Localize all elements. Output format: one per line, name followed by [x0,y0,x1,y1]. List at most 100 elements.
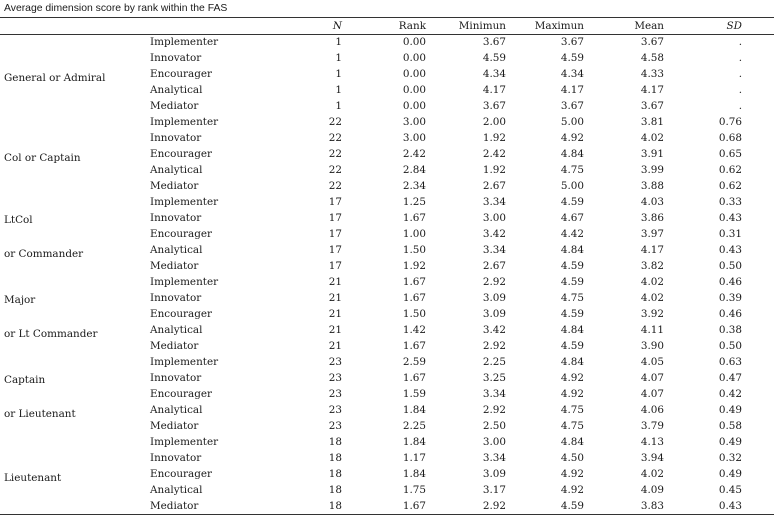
mean-cell: 3.67 [640,100,664,112]
sd-cell: 0.76 [718,116,742,128]
maximum-cell: 4.42 [560,228,584,240]
n-cell: 21 [328,292,342,304]
mean-cell: 4.02 [640,468,664,480]
mean-cell: 4.03 [640,196,664,208]
mean-cell: 4.33 [640,68,664,80]
minimum-cell: 2.92 [482,500,506,512]
n-cell: 21 [328,308,342,320]
sd-cell: 0.43 [718,500,742,512]
mean-cell: 4.58 [640,52,664,64]
n-cell: 1 [335,84,342,96]
rank-cell: 1.50 [402,308,426,320]
sd-cell: 0.46 [718,276,742,288]
n-cell: 22 [328,116,342,128]
maximum-cell: 4.92 [560,388,584,400]
mean-cell: 3.81 [640,116,664,128]
mean-cell: 3.99 [640,164,664,176]
table-row: Analytical 18 1.75 3.17 4.92 4.09 0.45 [0,482,774,498]
maximum-cell: 4.59 [560,340,584,352]
header-maximum: Maximun [534,20,584,32]
n-cell: 18 [328,484,342,496]
top-rule [0,17,774,18]
rank-cell: 1.17 [402,452,426,464]
sd-cell: 0.31 [718,228,742,240]
rank-cell: 0.00 [402,36,426,48]
sd-cell: 0.43 [718,244,742,256]
maximum-cell: 4.75 [560,292,584,304]
maximum-cell: 5.00 [560,116,584,128]
sd-cell: 0.62 [718,180,742,192]
mean-cell: 3.82 [640,260,664,272]
minimum-cell: 1.92 [482,164,506,176]
minimum-cell: 2.00 [482,116,506,128]
dimension-cell: Analytical [150,84,203,96]
sd-cell: 0.68 [718,132,742,144]
minimum-cell: 3.42 [482,324,506,336]
table-row: Mediator 18 1.67 2.92 4.59 3.83 0.43 [0,498,774,514]
maximum-cell: 4.84 [560,324,584,336]
n-cell: 1 [335,68,342,80]
maximum-cell: 4.84 [560,244,584,256]
mean-cell: 3.97 [640,228,664,240]
minimum-cell: 4.17 [482,84,506,96]
rank-cell: 1.59 [402,388,426,400]
minimum-cell: 2.50 [482,420,506,432]
mean-cell: 3.94 [640,452,664,464]
dimension-cell: Analytical [150,484,203,496]
minimum-cell: 4.59 [482,52,506,64]
maximum-cell: 3.67 [560,36,584,48]
dimension-cell: Mediator [150,340,199,352]
maximum-cell: 4.34 [560,68,584,80]
mean-cell: 4.13 [640,436,664,448]
sd-cell: 0.46 [718,308,742,320]
dimension-cell: Encourager [150,308,212,320]
minimum-cell: 4.34 [482,68,506,80]
sd-cell: . [738,52,742,64]
maximum-cell: 4.59 [560,500,584,512]
n-cell: 22 [328,132,342,144]
mean-cell: 3.83 [640,500,664,512]
table-row: Implementer 21 1.67 2.92 4.59 4.02 0.46 [0,274,774,290]
dimension-cell: Innovator [150,372,202,384]
sd-cell: 0.62 [718,164,742,176]
dimension-cell: Analytical [150,164,203,176]
rank-cell: 2.84 [402,164,426,176]
minimum-cell: 3.17 [482,484,506,496]
rank-group-label: or Lt Commander [4,328,98,340]
rank-cell: 1.84 [402,404,426,416]
minimum-cell: 2.67 [482,260,506,272]
rank-group-label: Major [4,294,36,307]
sd-cell: 0.50 [718,260,742,272]
minimum-cell: 2.92 [482,404,506,416]
maximum-cell: 4.17 [560,84,584,96]
n-cell: 1 [335,100,342,112]
rank-cell: 1.84 [402,436,426,448]
n-cell: 23 [328,356,342,368]
table-row: Implementer 22 3.00 2.00 5.00 3.81 0.76 [0,114,774,130]
minimum-cell: 2.92 [482,340,506,352]
rank-group-label: Col or Captain [4,152,81,164]
table-row: Mediator 22 2.34 2.67 5.00 3.88 0.62 [0,178,774,194]
table-row: Encourager 21 1.50 3.09 4.59 3.92 0.46 [0,306,774,322]
mean-cell: 3.86 [640,212,664,224]
rank-cell: 1.92 [402,260,426,272]
dimension-cell: Implementer [150,116,219,128]
sd-cell: 0.49 [718,404,742,416]
minimum-cell: 3.67 [482,36,506,48]
mean-cell: 4.11 [640,324,664,336]
rank-cell: 0.00 [402,84,426,96]
n-cell: 23 [328,388,342,400]
rank-cell: 2.25 [402,420,426,432]
table-row: Encourager 22 2.42 2.42 4.84 3.91 0.65 [0,146,774,162]
sd-cell: 0.47 [718,372,742,384]
mean-cell: 4.09 [640,484,664,496]
sd-cell: 0.39 [718,292,742,304]
minimum-cell: 3.34 [482,196,506,208]
n-cell: 17 [328,228,342,240]
table-row: Analytical 17 1.50 3.34 4.84 4.17 0.43 [0,242,774,258]
n-cell: 17 [328,196,342,208]
maximum-cell: 4.92 [560,372,584,384]
dimension-cell: Mediator [150,500,199,512]
maximum-cell: 4.92 [560,484,584,496]
rank-group-label: or Commander [4,248,84,260]
